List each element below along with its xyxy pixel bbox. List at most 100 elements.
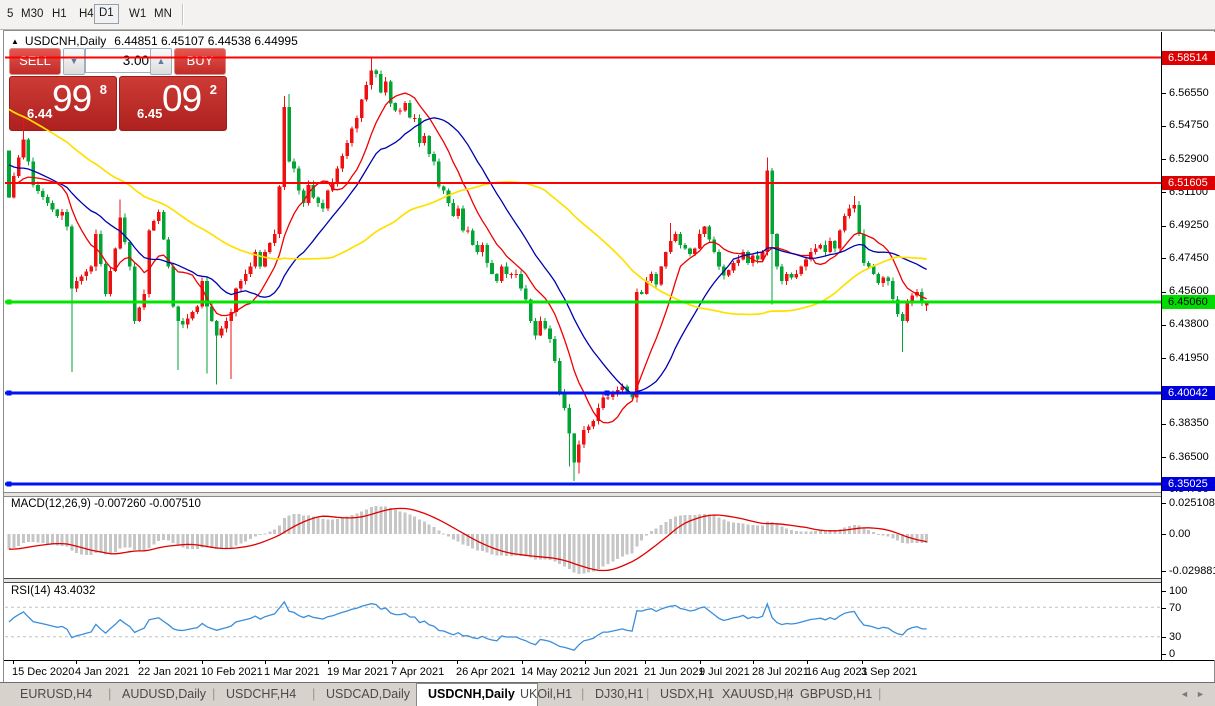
macd-bar	[253, 534, 257, 537]
hline-6.40042[interactable]	[5, 391, 1161, 395]
candle-up	[79, 276, 84, 282]
candle-up	[731, 263, 736, 271]
macd-bar	[389, 507, 393, 534]
tab-gbpusd-h1[interactable]: GBPUSD,H1	[800, 687, 873, 701]
candle-up	[60, 212, 64, 216]
timeframe-button-h1[interactable]: H1	[52, 8, 67, 20]
volume-increase-button[interactable]: ▲	[150, 48, 172, 75]
candle-up	[272, 233, 277, 243]
price-scale[interactable]: 6.56550 6.54750 6.52900 6.51100 6.49250 6.474…	[1161, 32, 1215, 660]
candle-down	[99, 233, 103, 264]
candle-down	[132, 266, 137, 321]
hline-6.51605[interactable]	[5, 182, 1161, 184]
macd-bar	[567, 534, 571, 570]
macd-bar	[302, 515, 306, 534]
tab-dj30-h1[interactable]: DJ30,H1	[595, 687, 644, 701]
candle-up	[239, 281, 243, 289]
candle-down	[301, 190, 306, 204]
macd-bar	[669, 519, 673, 534]
hline-6.35025[interactable]	[5, 482, 1161, 486]
price-badge: 6.51605	[1162, 176, 1215, 190]
macd-bar	[625, 534, 629, 555]
buy-price-tile[interactable]: 6.45 09 2	[119, 76, 227, 131]
sell-price-tile[interactable]: 6.44 99 8	[9, 76, 117, 131]
toolbar-separator	[182, 4, 184, 25]
candle-up	[118, 217, 122, 249]
hline-6.4506[interactable]	[5, 300, 1161, 304]
tab-ukoil-h1[interactable]: UKOil,H1	[520, 687, 573, 701]
tab-audusd-daily[interactable]: AUDUSD,Daily	[122, 687, 207, 701]
tab-xauusd-h4[interactable]: XAUUSD,H4	[722, 687, 794, 701]
macd-bar	[881, 534, 885, 536]
timeframe-button-mn[interactable]: MN	[154, 8, 172, 20]
macd-bar	[335, 518, 339, 534]
timeframe-button-d1[interactable]: D1	[94, 4, 119, 24]
price-tick: 6.36500	[1169, 451, 1209, 463]
candle-up	[668, 241, 673, 253]
candle-up	[219, 328, 224, 336]
tab-usdchf-h4[interactable]: USDCHF,H4	[226, 687, 297, 701]
macd-bar	[408, 514, 412, 534]
macd-bar	[804, 531, 808, 534]
candle-wick	[568, 404, 570, 467]
collapse-icon[interactable]: ▲	[11, 37, 19, 46]
candle-down	[31, 161, 35, 185]
price-tick-dash	[1162, 358, 1166, 359]
hline-handle[interactable]	[604, 390, 610, 396]
volume-decrease-button[interactable]: ▼	[63, 48, 85, 75]
macd-splitter[interactable]	[4, 492, 1214, 497]
candle-down	[36, 184, 40, 191]
rsi-canvas[interactable]	[5, 583, 1161, 660]
volume-input[interactable]	[85, 48, 156, 73]
macd-tick: -0.029881	[1169, 564, 1215, 577]
timeframe-button-h4[interactable]: H4	[79, 8, 94, 20]
macd-bar	[350, 515, 354, 534]
macd-bar	[60, 534, 64, 546]
macd-bar	[451, 534, 455, 540]
candle-up	[369, 70, 373, 86]
candle-up	[577, 444, 581, 463]
hline-handle[interactable]	[6, 481, 12, 487]
timeframe-button-m30[interactable]: M30	[21, 8, 44, 20]
macd-canvas[interactable]	[5, 496, 1161, 578]
tab-scroll-right[interactable]: ►	[1196, 689, 1205, 699]
price-tick: 6.56550	[1169, 87, 1209, 99]
macd-bar	[311, 516, 315, 534]
macd-bar	[239, 534, 243, 544]
candle-up	[591, 420, 596, 427]
candle-up	[784, 273, 789, 282]
date-axis[interactable]: 15 Dec 2020 4 Jan 2021 22 Jan 2021 10 Feb 2…	[4, 660, 1214, 682]
tab-eurusd-h4[interactable]: EURUSD,H4	[20, 687, 93, 701]
candle-down	[866, 263, 871, 267]
candle-up	[147, 230, 151, 294]
tab-usdcnh-daily[interactable]: USDCNH,Daily	[428, 687, 515, 701]
macd-bar	[529, 534, 533, 558]
rsi-splitter[interactable]	[4, 578, 1214, 583]
candle-down	[572, 433, 576, 463]
date-tick	[645, 661, 646, 664]
macd-bar	[872, 531, 876, 534]
macd-bar	[26, 534, 30, 542]
price-chart-canvas[interactable]	[5, 32, 1161, 492]
candle-down	[639, 292, 644, 294]
candle-down	[166, 239, 171, 267]
sell-price-small: 6.44	[27, 106, 53, 121]
hline-handle[interactable]	[6, 390, 12, 396]
candle-up	[137, 307, 142, 321]
tab-usdx-h1[interactable]: USDX,H1	[660, 687, 715, 701]
macd-bar	[606, 534, 610, 564]
macd-bar	[843, 527, 847, 534]
hline-handle[interactable]	[6, 299, 12, 305]
timeframe-button-5[interactable]: 5	[7, 8, 14, 20]
macd-bar	[398, 511, 402, 534]
macd-bar	[601, 534, 605, 567]
candle-up	[282, 106, 287, 187]
tab-scroll-left[interactable]: ◄	[1180, 689, 1189, 699]
candle-up	[760, 252, 765, 260]
hline-6.58514[interactable]	[5, 56, 1161, 59]
timeframe-button-w1[interactable]: W1	[129, 8, 147, 20]
moving-average-55	[8, 108, 927, 316]
tab-usdcad-daily[interactable]: USDCAD,Daily	[326, 687, 411, 701]
macd-bar	[263, 533, 267, 535]
macd-bar	[403, 512, 407, 534]
